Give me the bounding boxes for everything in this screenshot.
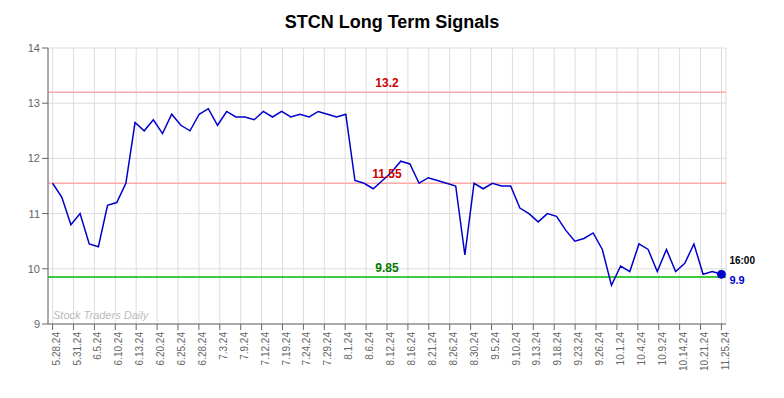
svg-text:7.12.24: 7.12.24 xyxy=(260,332,271,366)
svg-text:11: 11 xyxy=(29,208,40,220)
svg-text:7.9.24: 7.9.24 xyxy=(239,332,250,360)
svg-text:Stock Traders Daily: Stock Traders Daily xyxy=(53,309,150,321)
svg-text:10.1.24: 10.1.24 xyxy=(615,332,626,366)
svg-text:5.31.24: 5.31.24 xyxy=(72,332,83,366)
svg-text:7.29.24: 7.29.24 xyxy=(322,332,333,366)
svg-text:9.5.24: 9.5.24 xyxy=(490,332,501,360)
svg-text:10: 10 xyxy=(28,263,40,275)
svg-text:9.9: 9.9 xyxy=(729,274,744,286)
svg-text:11.25.24: 11.25.24 xyxy=(720,332,731,371)
svg-text:6.28.24: 6.28.24 xyxy=(197,332,208,366)
html-text:STCN Long Term Signals: STCN Long Term Signals xyxy=(284,12,500,32)
svg-text:9.13.24: 9.13.24 xyxy=(531,332,542,366)
svg-text:6.5.24: 6.5.24 xyxy=(92,332,103,360)
svg-text:9.26.24: 9.26.24 xyxy=(594,332,605,366)
svg-text:6.25.24: 6.25.24 xyxy=(176,332,187,366)
svg-text:6.13.24: 6.13.24 xyxy=(134,332,145,366)
svg-text:9: 9 xyxy=(34,318,40,330)
svg-text:16:00: 16:00 xyxy=(729,255,755,266)
svg-text:12: 12 xyxy=(28,152,40,164)
svg-text:8.16.24: 8.16.24 xyxy=(406,332,417,366)
svg-text:9.18.24: 9.18.24 xyxy=(552,332,563,366)
svg-text:8.26.24: 8.26.24 xyxy=(448,332,459,366)
svg-text:13.2: 13.2 xyxy=(375,76,399,90)
svg-text:7.19.24: 7.19.24 xyxy=(281,332,292,366)
svg-text:13: 13 xyxy=(28,97,40,109)
svg-text:6.20.24: 6.20.24 xyxy=(155,332,166,366)
svg-text:9.10.24: 9.10.24 xyxy=(511,332,522,366)
svg-text:8.6.24: 8.6.24 xyxy=(364,332,375,360)
svg-text:10.14.24: 10.14.24 xyxy=(678,332,689,371)
svg-text:8.1.24: 8.1.24 xyxy=(343,332,354,360)
svg-text:11.55: 11.55 xyxy=(372,167,402,181)
svg-text:8.30.24: 8.30.24 xyxy=(469,332,480,366)
svg-text:7.24.24: 7.24.24 xyxy=(301,332,312,366)
svg-text:10.21.24: 10.21.24 xyxy=(699,332,710,371)
svg-text:10.4.24: 10.4.24 xyxy=(636,332,647,366)
svg-text:14: 14 xyxy=(28,42,40,54)
svg-text:5.28.24: 5.28.24 xyxy=(51,332,62,366)
svg-text:9.23.24: 9.23.24 xyxy=(573,332,584,366)
svg-text:10.9.24: 10.9.24 xyxy=(657,332,668,366)
svg-text:9.85: 9.85 xyxy=(375,261,399,275)
svg-text:6.10.24: 6.10.24 xyxy=(113,332,124,366)
svg-text:8.12.24: 8.12.24 xyxy=(385,332,396,366)
svg-text:8.21.24: 8.21.24 xyxy=(427,332,438,366)
svg-text:7.3.24: 7.3.24 xyxy=(218,332,229,360)
